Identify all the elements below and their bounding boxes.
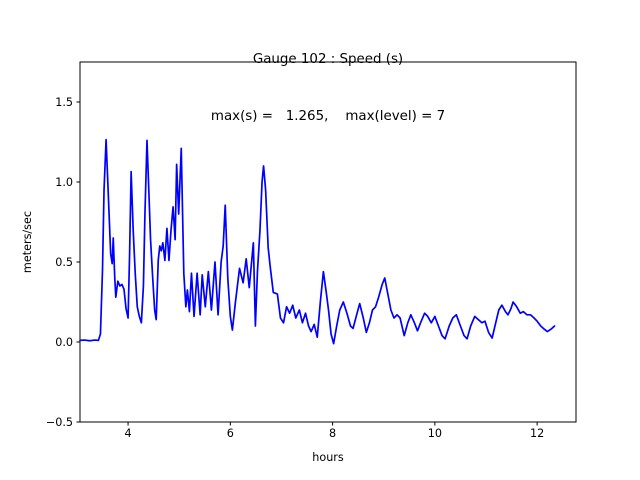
- x-axis-label: hours: [312, 451, 344, 464]
- speed-line: [79, 138, 556, 345]
- chart-title-line2: max(s) = 1.265, max(level) = 7: [210, 109, 446, 124]
- x-tick-label: 12: [530, 427, 544, 440]
- y-tick-label: 1.5: [55, 96, 73, 109]
- y-tick-label: 1.0: [55, 176, 73, 189]
- y-tick-label: −0.5: [46, 416, 73, 429]
- x-tick-label: 8: [329, 427, 336, 440]
- chart-title: Gauge 102 : Speed (s) max(s) = 1.265, ma…: [80, 12, 576, 164]
- y-tick-label: 0.5: [55, 256, 73, 269]
- x-tick-label: 4: [125, 427, 132, 440]
- x-tick-label: 10: [428, 427, 442, 440]
- y-tick-label: 0.0: [55, 336, 73, 349]
- x-tick-label: 6: [227, 427, 234, 440]
- plot-area: [79, 61, 577, 423]
- chart-title-line1: Gauge 102 : Speed (s): [252, 52, 404, 67]
- y-axis-label: meters/sec: [21, 211, 34, 273]
- axes-ticks: 4 6 8 10 12 −0.5 0.0 0.5 1.0 1.5: [46, 96, 544, 440]
